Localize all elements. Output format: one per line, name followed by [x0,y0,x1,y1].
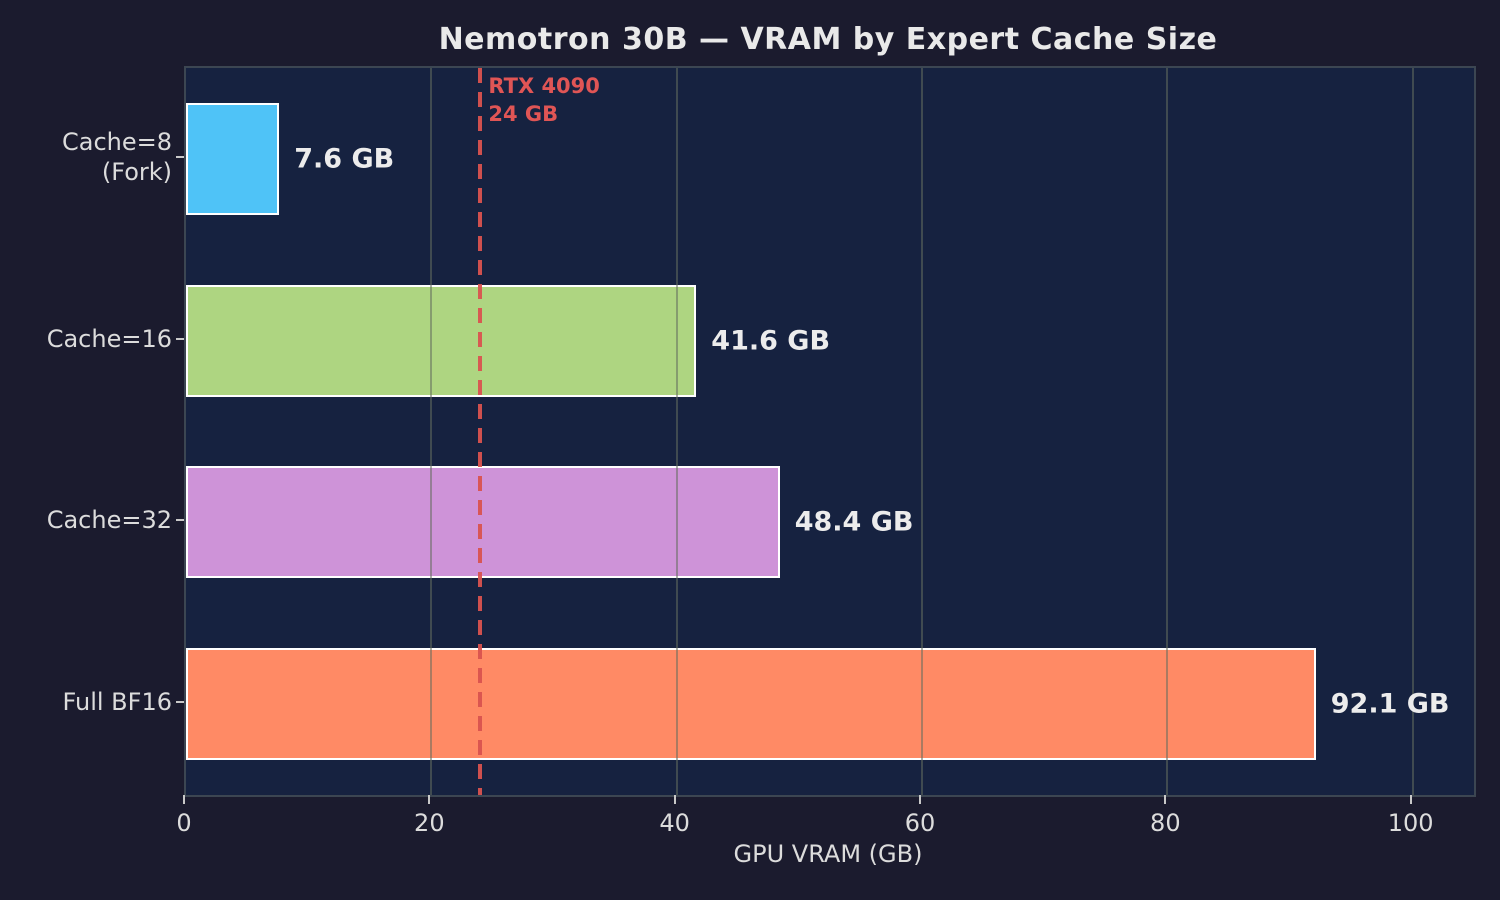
value-labels-layer: 7.6 GB 41.6 GB 48.4 GB 92.1 GB [186,68,1474,795]
x-tick-mark-80 [1164,795,1167,804]
reference-line-label-line2: 24 GB [488,102,559,126]
reference-line-label: RTX 4090 24 GB [488,72,600,128]
y-tick-mark-2 [176,519,184,522]
value-label-3: 92.1 GB [1330,688,1450,720]
value-label-2: 48.4 GB [794,506,914,538]
y-tick-label-2: Cache=32 [46,506,172,535]
x-tick-mark-20 [428,795,431,804]
y-tick-label-1: Cache=16 [46,324,172,353]
x-tick-label-20: 20 [414,809,445,837]
x-tick-label-40: 40 [659,809,690,837]
x-tick-label-80: 80 [1150,809,1181,837]
plot-area: RTX 4090 24 GB 7.6 GB 41.6 GB 48.4 GB 92.1 … [184,66,1476,797]
bar-Full BF16 [186,648,1316,761]
chart-title: Nemotron 30B — VRAM by Expert Cache Size [438,22,1218,57]
bars-layer [186,68,1474,795]
x-tick-mark-0 [183,795,185,804]
y-tick-mark-3 [176,701,184,704]
value-label-1: 41.6 GB [711,325,831,357]
bar-row-0 [186,68,1474,250]
x-tick-label-100: 100 [1387,809,1434,837]
bar-Cache=32 [186,466,780,579]
bar-Cache=8 (Fork) [186,102,280,215]
reference-line [478,68,483,795]
y-tick-mark-1 [176,337,184,340]
x-tick-label-0: 0 [176,809,192,837]
bar-row-2 [186,432,1474,614]
reference-line-label-line1: RTX 4090 [488,74,600,98]
x-tick-mark-100 [1409,795,1412,804]
bar-row-1 [186,250,1474,432]
y-tick-label-3: Full BF16 [62,688,172,717]
x-tick-mark-60 [919,795,921,804]
x-axis-title: GPU VRAM (GB) [733,840,923,868]
x-tick-mark-40 [673,795,676,804]
bar-Cache=16 [186,284,697,397]
bar-row-3 [186,613,1474,795]
y-tick-mark-0 [176,155,184,158]
value-label-0: 7.6 GB [294,143,395,175]
x-tick-label-60: 60 [904,809,936,837]
reference-line-layer: RTX 4090 24 GB [186,68,1474,795]
y-tick-label-0: Cache=8 (Fork) [61,127,172,186]
